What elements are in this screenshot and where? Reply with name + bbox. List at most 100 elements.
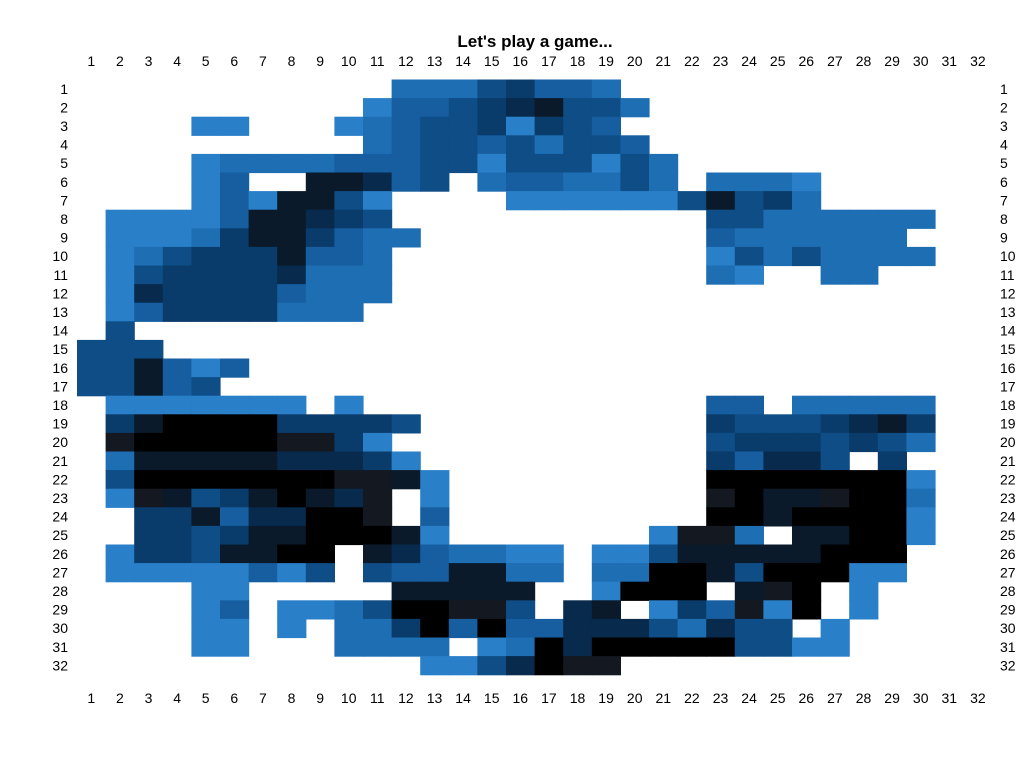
heatmap-cell: [477, 172, 507, 192]
heatmap-cell: [591, 656, 621, 676]
heatmap-cell: [506, 581, 536, 601]
heatmap-cell: [162, 451, 192, 471]
heatmap-cell: [820, 395, 850, 415]
heatmap-cell: [591, 618, 621, 639]
heatmap-cell: [134, 563, 164, 583]
heatmap-cell: [792, 451, 822, 471]
heatmap-cell: [248, 209, 278, 229]
heatmap-cell: [734, 172, 764, 192]
y-tick-label: 27: [1000, 564, 1016, 580]
heatmap-cell: [162, 209, 192, 229]
heatmap-cell: [506, 98, 536, 118]
heatmap-cell: [734, 525, 764, 546]
y-tick-label: 29: [1000, 602, 1016, 618]
heatmap-cell: [706, 600, 736, 620]
x-tick-label: 14: [455, 690, 471, 706]
heatmap-cell: [877, 451, 907, 471]
heatmap-cell: [191, 358, 221, 378]
heatmap-cell: [420, 525, 450, 546]
heatmap-cell: [334, 637, 364, 657]
heatmap-cell: [591, 544, 621, 564]
y-tick-label: 24: [1000, 509, 1016, 525]
y-tick-label: 23: [1000, 490, 1016, 506]
y-tick-label: 8: [60, 211, 68, 227]
heatmap-cell: [191, 116, 221, 136]
heatmap-cell: [820, 544, 850, 564]
heatmap-cell: [277, 600, 307, 620]
heatmap-cell: [363, 135, 393, 155]
heatmap-cell: [534, 172, 564, 192]
heatmap-cell: [877, 544, 907, 564]
heatmap-cell: [877, 470, 907, 490]
heatmap-cell: [877, 414, 907, 434]
y-tick-label: 26: [1000, 546, 1016, 562]
heatmap-cell: [706, 395, 736, 415]
heatmap-cell: [391, 79, 421, 99]
heatmap-cell: [620, 618, 650, 639]
heatmap-cell: [763, 172, 793, 192]
heatmap-cell: [734, 265, 764, 285]
heatmap-cell: [162, 544, 192, 564]
heatmap-cell: [734, 618, 764, 639]
x-tick-label: 2: [116, 53, 124, 69]
heatmap-cell: [448, 563, 478, 583]
heatmap-cell: [792, 191, 822, 211]
heatmap-cell: [220, 470, 250, 490]
heatmap-cell: [162, 470, 192, 490]
heatmap-cell: [763, 191, 793, 211]
heatmap-cell: [877, 209, 907, 229]
heatmap-cell: [305, 432, 335, 453]
x-tick-label: 4: [173, 690, 181, 706]
heatmap-cell: [105, 563, 135, 583]
heatmap-cell: [391, 228, 421, 248]
heatmap-cell: [191, 302, 221, 322]
heatmap-cell: [363, 507, 393, 527]
heatmap-cell: [191, 191, 221, 211]
heatmap-cell: [363, 525, 393, 546]
heatmap-cell: [305, 525, 335, 546]
heatmap-cell: [820, 451, 850, 471]
x-tick-label: 6: [230, 53, 238, 69]
x-tick-label: 18: [570, 53, 586, 69]
heatmap-cell: [363, 637, 393, 657]
heatmap-cell: [620, 135, 650, 155]
heatmap-cell: [477, 116, 507, 136]
heatmap-cell: [763, 228, 793, 248]
x-tick-label: 31: [942, 690, 958, 706]
heatmap-cell: [363, 172, 393, 192]
heatmap-cell: [277, 525, 307, 546]
heatmap-cell: [77, 377, 107, 397]
heatmap-cell: [477, 600, 507, 620]
heatmap-cell: [820, 637, 850, 657]
heatmap-cell: [134, 265, 164, 285]
heatmap-cell: [105, 265, 135, 285]
heatmap-cell: [706, 451, 736, 471]
heatmap-cell: [277, 153, 307, 174]
heatmap-cell: [191, 507, 221, 527]
heatmap-cell: [363, 563, 393, 583]
heatmap-cell: [305, 209, 335, 229]
x-tick-label: 16: [513, 690, 529, 706]
heatmap-cell: [162, 302, 192, 322]
y-tick-label: 21: [1000, 453, 1016, 469]
heatmap-cell: [363, 414, 393, 434]
heatmap-cell: [620, 637, 650, 657]
heatmap-cell: [191, 284, 221, 304]
heatmap-cell: [906, 525, 936, 546]
x-tick-label: 11: [370, 53, 385, 69]
heatmap-cell: [391, 470, 421, 490]
heatmap-cell: [391, 600, 421, 620]
heatmap-cell: [649, 191, 679, 211]
heatmap-cell: [105, 246, 135, 267]
heatmap-cell: [677, 618, 707, 639]
heatmap-cell: [734, 246, 764, 267]
heatmap-cell: [763, 637, 793, 657]
heatmap-cell: [420, 135, 450, 155]
x-tick-label: 20: [627, 53, 643, 69]
heatmap-cell: [849, 470, 879, 490]
heatmap-cell: [363, 191, 393, 211]
heatmap-cell: [220, 191, 250, 211]
heatmap-cell: [134, 414, 164, 434]
heatmap-cell: [506, 191, 536, 211]
heatmap-cell: [363, 153, 393, 174]
